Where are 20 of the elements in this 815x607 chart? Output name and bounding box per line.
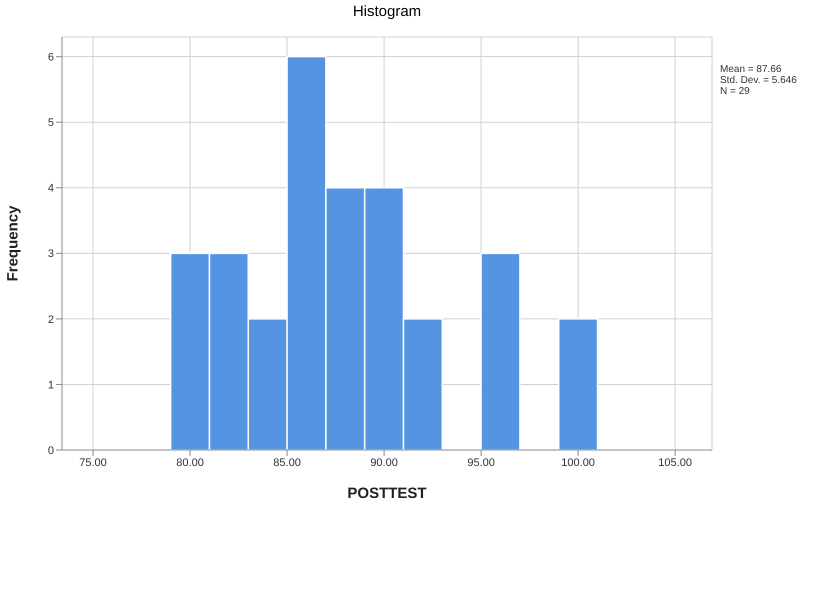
text: Mean = 87.66 xyxy=(720,64,782,75)
x-tick-label: 90.00 xyxy=(370,456,398,469)
text: N = 29 xyxy=(720,86,751,97)
chart-title: Histogram xyxy=(352,3,422,20)
x-tick-label: 100.00 xyxy=(561,456,595,469)
x-tick-label: 80.00 xyxy=(176,456,204,469)
x-tick-label: 105.00 xyxy=(658,456,692,469)
y-axis-title: Frequency xyxy=(4,204,22,282)
text: Std. Dev. = 5.646 xyxy=(720,75,797,86)
y-tick-label: 4 xyxy=(48,182,54,195)
y-tick-label: 0 xyxy=(48,444,54,457)
x-tick-label: 95.00 xyxy=(467,456,495,469)
y-tick-label: 5 xyxy=(48,117,54,130)
x-axis-title: POSTTEST xyxy=(347,485,427,502)
x-tick-label: 75.00 xyxy=(79,456,107,469)
y-tick-label: 1 xyxy=(48,379,54,392)
y-tick-label: 2 xyxy=(48,314,54,326)
y-tick-label: 3 xyxy=(48,248,54,260)
x-tick-label: 85.00 xyxy=(273,456,301,469)
y-tick-label: 6 xyxy=(48,52,54,64)
